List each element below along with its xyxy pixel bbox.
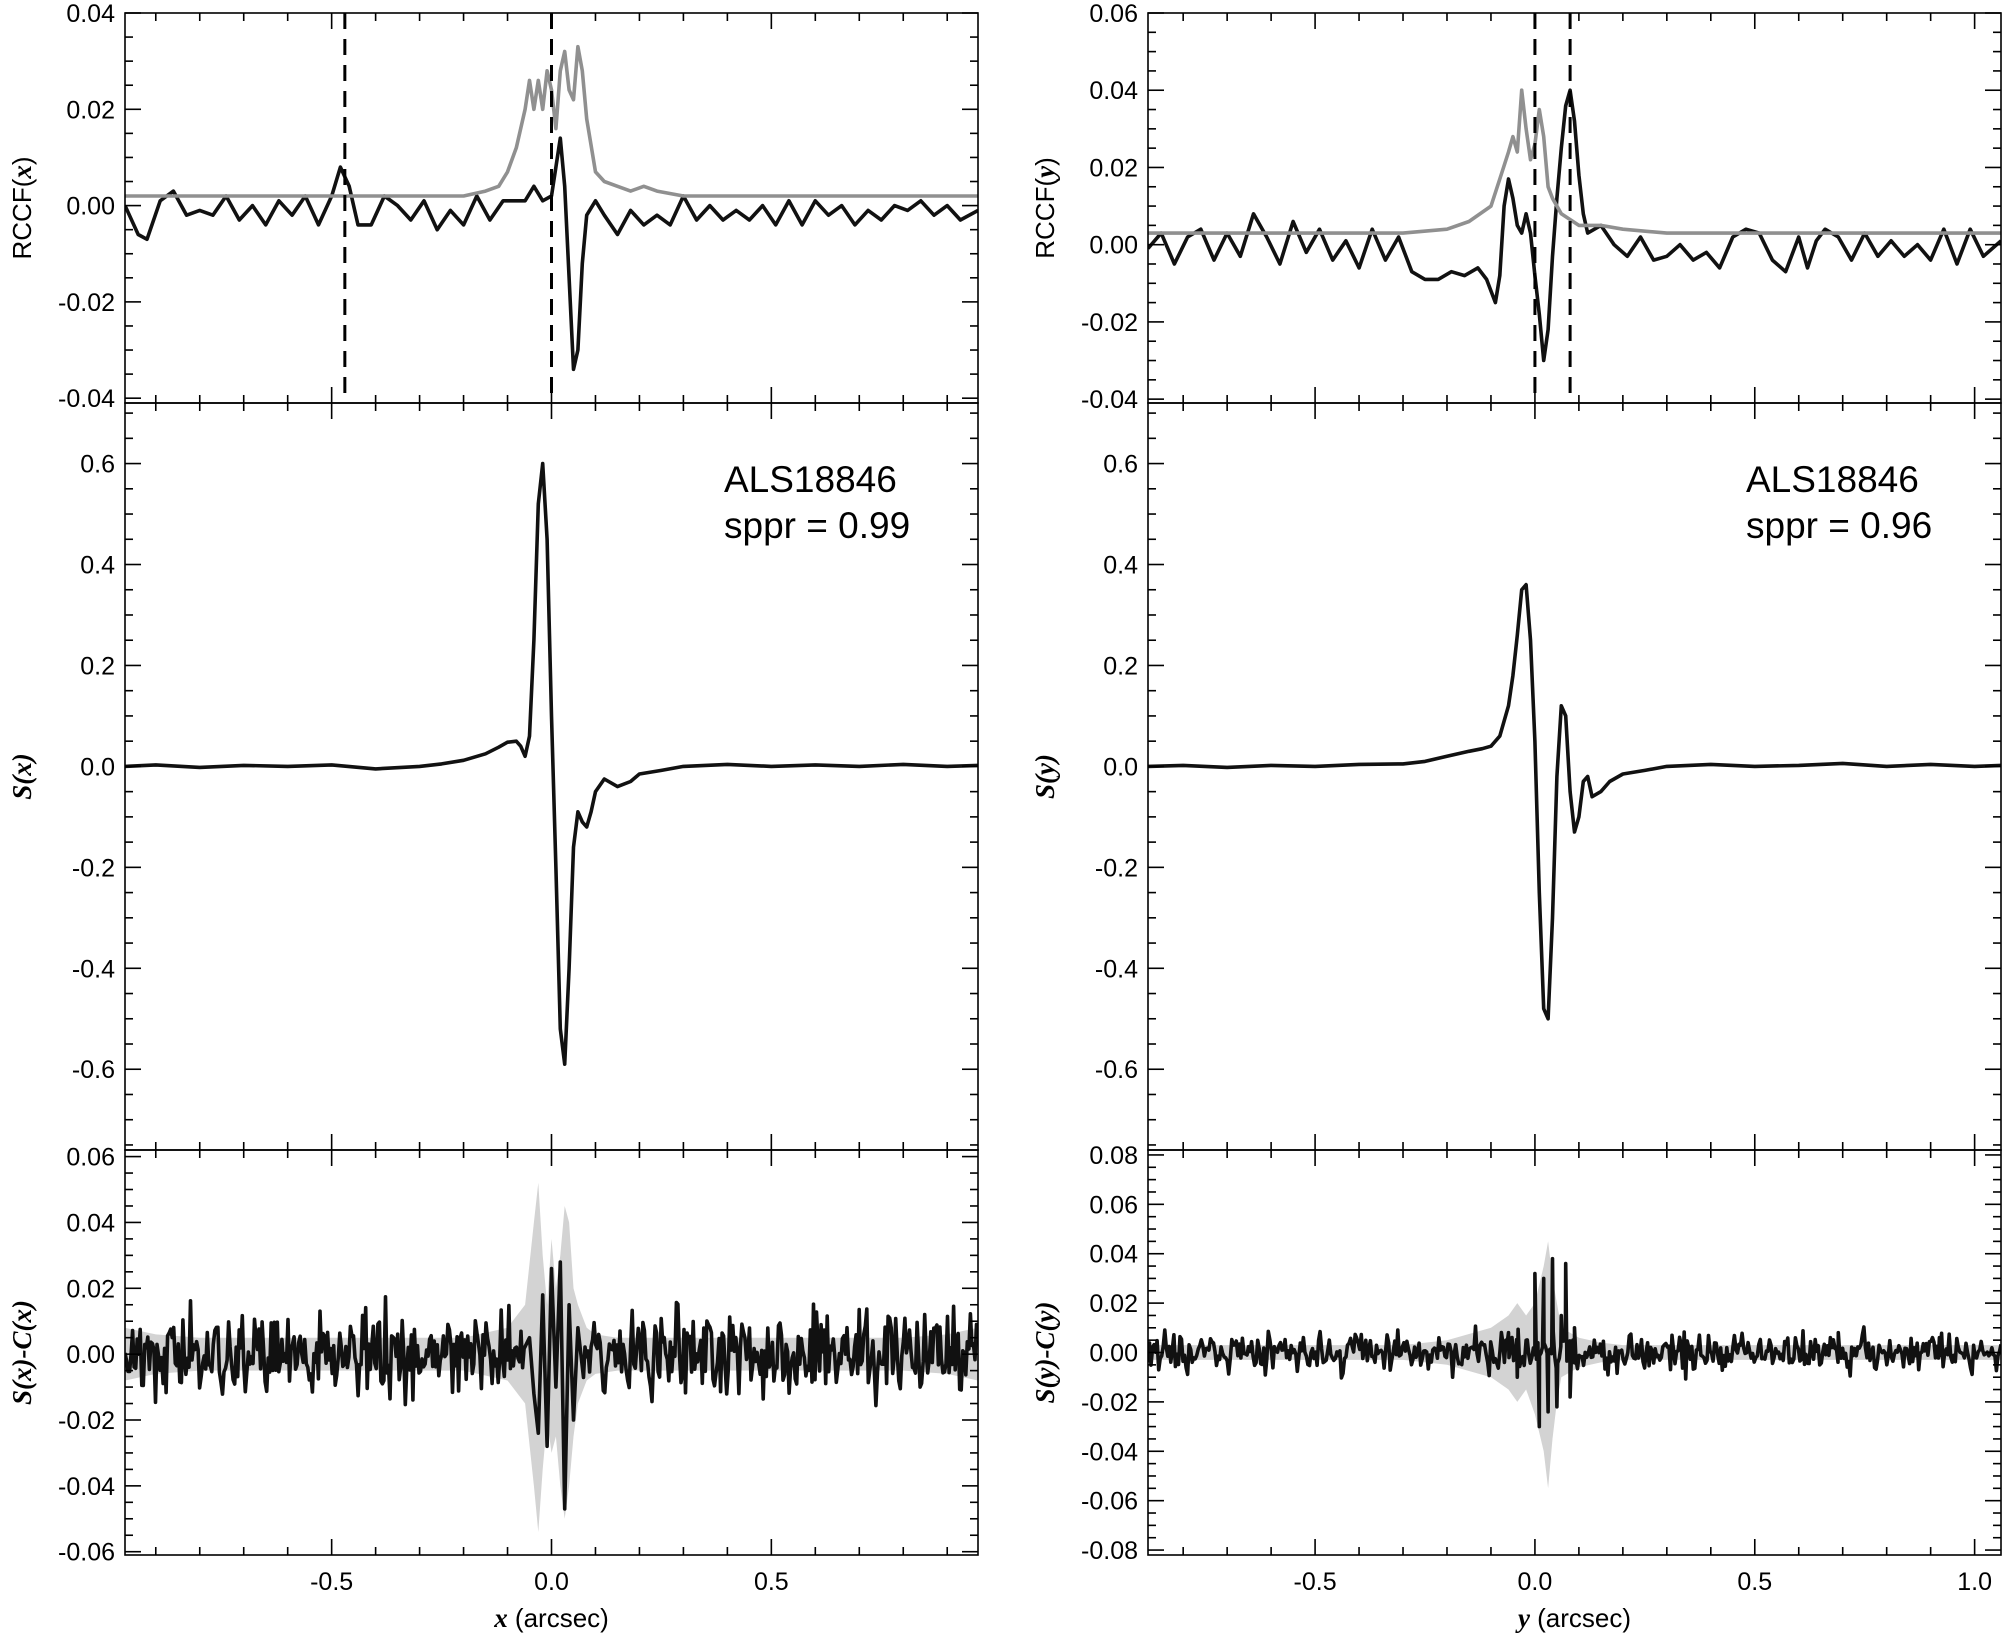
y-tick-label: -0.02 <box>58 1407 115 1435</box>
y-tick-label: 0.4 <box>1103 552 1138 580</box>
y-tick-label: 0.06 <box>1089 1191 1138 1219</box>
y-tick-label: 0.04 <box>66 0 115 28</box>
x-tick-label: 0.0 <box>534 1568 569 1596</box>
y-tick-label: -0.4 <box>72 955 115 983</box>
y-tick-label: 0.00 <box>66 1341 115 1369</box>
y-axis-label: S(x) <box>7 753 37 800</box>
y-tick-label: 0.04 <box>1089 1241 1138 1269</box>
y-tick-label: 0.02 <box>1089 154 1138 182</box>
y-axis-label: S(x)-C(x) <box>7 1300 37 1405</box>
plot-area <box>125 461 978 1066</box>
plot-area <box>125 13 978 403</box>
y-tick-label: 0.00 <box>1089 1340 1138 1368</box>
panel-right-middle-s-y: ALS18846 sppr = 0.96 -0.6 -0.4 -0.2 0.0 0.2 0… <box>1030 402 2002 1151</box>
y-tick-label: 0.0 <box>80 753 115 781</box>
y-tick-label: -0.04 <box>1081 386 1138 414</box>
y-tick-label: -0.06 <box>58 1539 115 1567</box>
plot-area <box>1148 13 2001 403</box>
series-line-observed <box>125 461 978 1066</box>
y-tick-label: -0.6 <box>72 1056 115 1084</box>
error-band <box>125 1182 978 1532</box>
y-tick-label: -0.08 <box>1081 1537 1138 1565</box>
y-tick-label: -0.4 <box>1095 955 1138 983</box>
y-tick-label: 0.6 <box>1103 451 1138 479</box>
plot-area <box>1148 1241 2001 1489</box>
y-axis-label: S(y)-C(y) <box>1030 1302 1060 1404</box>
y-tick-label: 0.6 <box>80 451 115 479</box>
y-tick-label: 0.0 <box>1103 753 1138 781</box>
plot-area <box>125 1182 978 1532</box>
x-tick-label: -0.5 <box>310 1568 353 1596</box>
plot-area <box>1148 582 2001 1021</box>
x-tick-label: -0.5 <box>1294 1568 1337 1596</box>
x-tick-label: 0.5 <box>1737 1568 1772 1596</box>
y-axis-label: RCCF(x) <box>7 156 37 259</box>
y-tick-label: 0.06 <box>1089 0 1138 28</box>
y-tick-label: 0.2 <box>80 652 115 680</box>
y-tick-label: 0.08 <box>1089 1142 1138 1170</box>
annotation-title-right: ALS18846 <box>1746 459 1919 500</box>
y-axis-label: S(y) <box>1030 754 1060 799</box>
y-tick-label: 0.06 <box>66 1144 115 1172</box>
y-tick-label: -0.2 <box>1095 854 1138 882</box>
series-line-observed <box>1148 582 2001 1021</box>
series-line-reference <box>125 44 978 198</box>
y-tick-label: 0.00 <box>1089 232 1138 260</box>
y-tick-label: 0.00 <box>66 193 115 221</box>
series-line-reference <box>1148 88 2001 235</box>
y-tick-label: 0.02 <box>66 1275 115 1303</box>
y-tick-label: 0.02 <box>66 96 115 124</box>
annotation-title-left: ALS18846 <box>724 459 897 500</box>
annotation-sppr-left: sppr = 0.99 <box>724 505 910 546</box>
x-axis-label: y (arcsec) <box>1515 1603 1631 1633</box>
y-tick-label: 0.04 <box>66 1209 115 1237</box>
y-tick-label: -0.6 <box>1095 1056 1138 1084</box>
y-tick-label: 0.02 <box>1089 1290 1138 1318</box>
y-tick-label: -0.04 <box>58 1473 115 1501</box>
y-tick-label: -0.02 <box>1081 309 1138 337</box>
x-tick-label: 1.0 <box>1957 1568 1992 1596</box>
y-tick-label: 0.4 <box>80 552 115 580</box>
x-tick-label: 0.0 <box>1518 1568 1553 1596</box>
panel-left-top-rccf-x: -0.04 -0.02 0.00 0.02 0.04 RCCF(x) <box>7 0 979 413</box>
y-tick-label: -0.2 <box>72 854 115 882</box>
series-line-observed <box>125 136 978 372</box>
panel-left-bottom-residual-x: -0.06 -0.04 -0.02 0.00 0.02 0.04 0.06 -0.5 0.0 0.… <box>7 1144 979 1633</box>
axes-frame <box>1147 12 2002 404</box>
error-band <box>1148 1241 2001 1489</box>
panel-right-bottom-residual-y: -0.08 -0.06 -0.04 -0.02 0.00 0.02 0.04 0.06 0.08… <box>1030 1142 2002 1633</box>
x-tick-label: 0.5 <box>754 1568 789 1596</box>
series-line-observed <box>125 1260 978 1511</box>
y-axis-label: RCCF(y) <box>1030 157 1060 259</box>
y-tick-label: -0.04 <box>1081 1438 1138 1466</box>
annotation-sppr-right: sppr = 0.96 <box>1746 505 1932 546</box>
y-tick-label: 0.04 <box>1089 77 1138 105</box>
y-tick-label: -0.06 <box>1081 1488 1138 1516</box>
series-line-observed <box>1148 88 2001 363</box>
y-tick-label: -0.04 <box>58 385 115 413</box>
y-tick-label: -0.02 <box>58 289 115 317</box>
panel-right-top-rccf-y: -0.04 -0.02 0.00 0.02 0.04 0.06 RCCF(y) <box>1030 0 2002 414</box>
series-line-observed <box>1148 1256 2001 1429</box>
y-tick-label: 0.2 <box>1103 652 1138 680</box>
panel-left-middle-s-x: ALS18846 sppr = 0.99 -0.6 -0.4 -0.2 0.0 0.2 0… <box>7 402 979 1151</box>
y-tick-label: -0.02 <box>1081 1389 1138 1417</box>
x-axis-label: x (arcsec) <box>493 1603 609 1633</box>
